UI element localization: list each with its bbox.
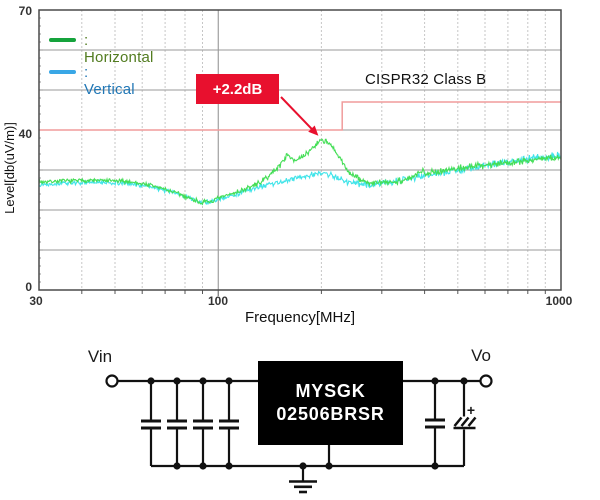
junction-dots — [147, 377, 468, 470]
application-circuit: MYSGK 02506BRSR Vin Vo + — [0, 340, 600, 500]
annotation-arrow — [280, 96, 319, 136]
y-tick-70: 70 — [18, 4, 32, 18]
vertical-trace — [39, 151, 561, 205]
emi-chart: 70 40 0 30 100 1000 Level[db(uV/m)] Freq… — [2, 4, 573, 326]
output-electrolytic-capacitor — [453, 381, 477, 466]
x-tick-100: 100 — [207, 294, 229, 308]
ic-label-line1: MYSGK — [295, 381, 365, 401]
output-ceramic-capacitor — [425, 381, 445, 466]
limit-line-label: CISPR32 Class B — [365, 71, 487, 88]
vin-terminal — [105, 374, 119, 388]
x-tick-1000: 1000 — [545, 294, 573, 308]
vo-terminal — [479, 374, 493, 388]
input-capacitor-bank — [141, 381, 239, 466]
vin-label: Vin — [88, 347, 112, 366]
horizontal-trace — [39, 138, 561, 206]
x-axis-label: Frequency[MHz] — [244, 309, 356, 326]
y-tick-0: 0 — [25, 280, 32, 294]
vertical-legend-swatch — [49, 70, 76, 74]
horizontal-legend-label: : Horizontal — [84, 32, 154, 66]
ic-body — [258, 361, 403, 445]
emi-chart-plot — [38, 9, 562, 296]
circuit-diagram: MYSGK 02506BRSR Vin Vo + — [88, 346, 493, 494]
ic-label-line2: 02506BRSR — [276, 404, 384, 424]
vertical-legend-label: : Vertical — [84, 64, 135, 98]
margin-annotation-badge: +2.2dB — [196, 74, 279, 104]
electrolytic-plus-sign: + — [467, 402, 475, 418]
y-tick-40: 40 — [18, 127, 32, 141]
cispr-limit-line — [39, 101, 561, 131]
x-tick-30: 30 — [29, 294, 43, 308]
horizontal-legend-swatch — [49, 38, 76, 42]
y-axis-label: Level[db(uV/m)] — [2, 122, 17, 214]
ground-symbol — [289, 466, 317, 494]
vo-label: Vo — [471, 346, 491, 365]
